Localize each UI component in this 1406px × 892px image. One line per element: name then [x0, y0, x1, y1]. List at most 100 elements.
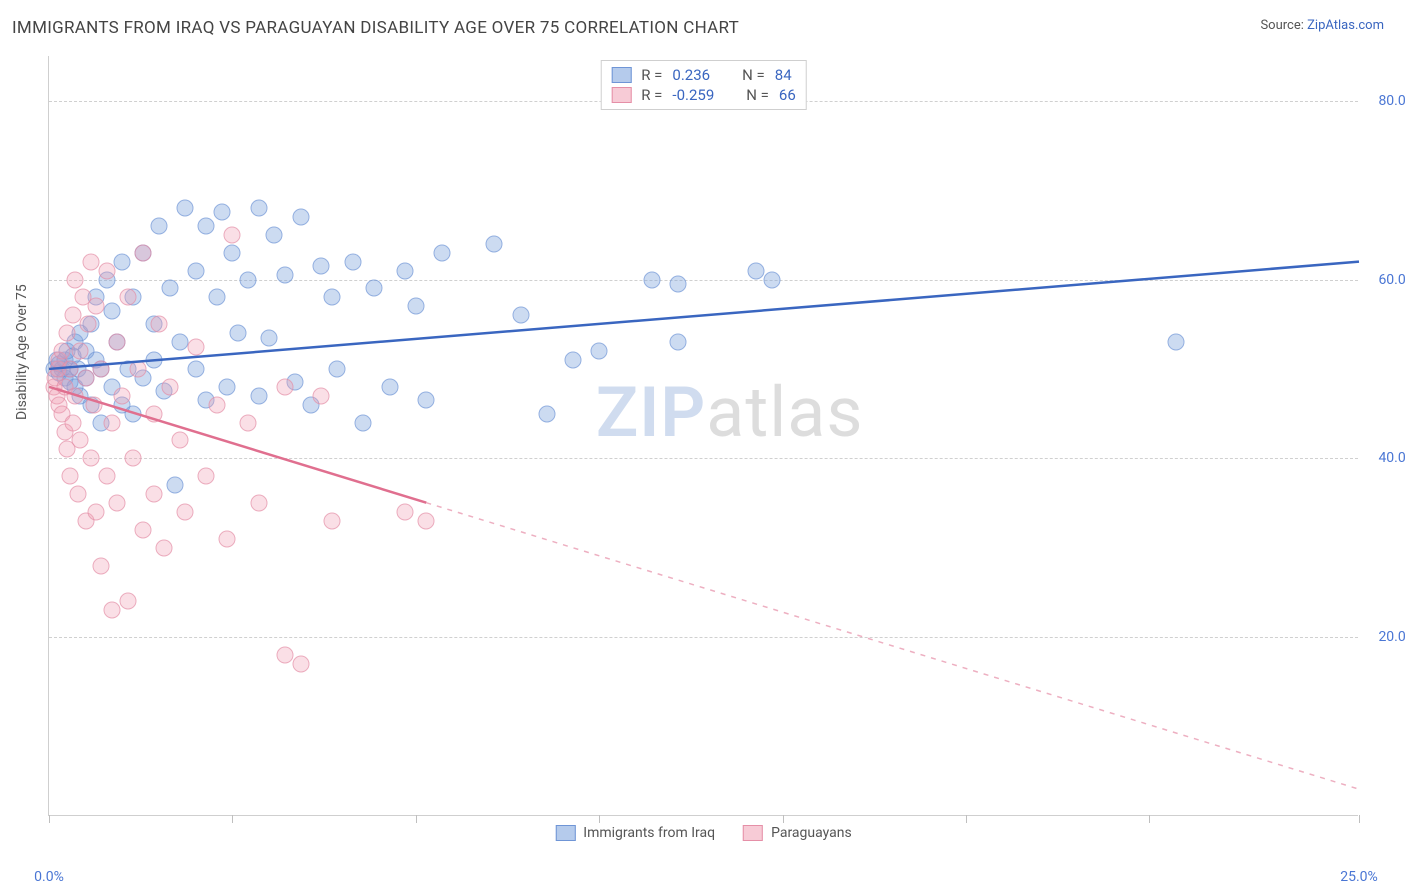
scatter-point-paraguay	[82, 450, 99, 467]
y-tick-label: 40.0%	[1378, 450, 1406, 466]
scatter-point-paraguay	[397, 504, 414, 521]
x-tick	[966, 815, 967, 823]
scatter-point-iraq	[486, 235, 503, 252]
scatter-point-paraguay	[103, 414, 120, 431]
x-tick	[599, 815, 600, 823]
swatch-pink-icon	[743, 825, 763, 841]
swatch-blue-icon	[555, 825, 575, 841]
swatch-pink-icon	[611, 87, 631, 103]
scatter-point-paraguay	[72, 432, 89, 449]
scatter-point-paraguay	[54, 343, 71, 360]
scatter-point-iraq	[397, 262, 414, 279]
scatter-point-iraq	[355, 414, 372, 431]
scatter-point-paraguay	[145, 486, 162, 503]
scatter-point-iraq	[407, 298, 424, 315]
scatter-point-paraguay	[292, 656, 309, 673]
scatter-point-paraguay	[93, 557, 110, 574]
scatter-point-paraguay	[88, 504, 105, 521]
scatter-point-iraq	[250, 387, 267, 404]
legend-item-paraguay: Paraguayans	[743, 825, 852, 841]
scatter-point-iraq	[365, 280, 382, 297]
scatter-point-iraq	[669, 276, 686, 293]
scatter-point-iraq	[198, 217, 215, 234]
scatter-point-iraq	[208, 289, 225, 306]
scatter-point-paraguay	[145, 405, 162, 422]
gridline	[49, 458, 1358, 459]
scatter-point-iraq	[329, 360, 346, 377]
scatter-point-paraguay	[72, 343, 89, 360]
scatter-point-iraq	[323, 289, 340, 306]
scatter-point-paraguay	[103, 602, 120, 619]
scatter-point-paraguay	[151, 316, 168, 333]
scatter-point-paraguay	[59, 325, 76, 342]
scatter-point-paraguay	[208, 396, 225, 413]
scatter-point-paraguay	[313, 387, 330, 404]
scatter-point-paraguay	[98, 468, 115, 485]
scatter-point-paraguay	[240, 414, 257, 431]
scatter-point-paraguay	[61, 468, 78, 485]
scatter-point-paraguay	[88, 298, 105, 315]
source-link[interactable]: ZipAtlas.com	[1307, 18, 1384, 33]
scatter-point-paraguay	[156, 539, 173, 556]
scatter-point-iraq	[538, 405, 555, 422]
scatter-point-paraguay	[67, 387, 84, 404]
scatter-point-iraq	[292, 208, 309, 225]
scatter-point-iraq	[114, 253, 131, 270]
scatter-point-paraguay	[323, 512, 340, 529]
scatter-point-iraq	[151, 217, 168, 234]
scatter-point-iraq	[748, 262, 765, 279]
y-tick-label: 20.0%	[1378, 629, 1406, 645]
scatter-point-paraguay	[135, 521, 152, 538]
correlation-legend: R = 0.236 N = 84 R = -0.259 N = 66	[600, 60, 807, 110]
scatter-point-paraguay	[109, 495, 126, 512]
swatch-blue-icon	[611, 67, 631, 83]
legend-row-paraguay: R = -0.259 N = 66	[611, 85, 796, 105]
scatter-point-paraguay	[177, 504, 194, 521]
chart-title: IMMIGRANTS FROM IRAQ VS PARAGUAYAN DISAB…	[12, 18, 739, 38]
scatter-point-iraq	[418, 392, 435, 409]
scatter-point-paraguay	[64, 307, 81, 324]
scatter-point-iraq	[512, 307, 529, 324]
scatter-point-paraguay	[85, 396, 102, 413]
x-tick-label: 0.0%	[34, 869, 64, 885]
scatter-point-paraguay	[77, 369, 94, 386]
scatter-point-paraguay	[130, 360, 147, 377]
scatter-point-paraguay	[224, 226, 241, 243]
scatter-point-iraq	[643, 271, 660, 288]
scatter-point-paraguay	[250, 495, 267, 512]
scatter-point-paraguay	[187, 338, 204, 355]
x-tick	[416, 815, 417, 823]
y-tick-label: 80.0%	[1378, 93, 1406, 109]
x-tick	[1149, 815, 1150, 823]
x-tick	[783, 815, 784, 823]
scatter-point-iraq	[250, 200, 267, 217]
scatter-point-iraq	[434, 244, 451, 261]
scatter-point-iraq	[219, 378, 236, 395]
scatter-point-paraguay	[114, 387, 131, 404]
scatter-point-iraq	[266, 226, 283, 243]
scatter-point-iraq	[669, 334, 686, 351]
scatter-point-iraq	[381, 378, 398, 395]
chart-plot-area: R = 0.236 N = 84 R = -0.259 N = 66 ZIPat…	[48, 56, 1358, 816]
scatter-point-iraq	[166, 477, 183, 494]
scatter-point-paraguay	[61, 360, 78, 377]
scatter-point-paraguay	[119, 289, 136, 306]
scatter-point-paraguay	[135, 244, 152, 261]
scatter-point-paraguay	[124, 450, 141, 467]
scatter-point-iraq	[313, 258, 330, 275]
scatter-point-paraguay	[64, 414, 81, 431]
scatter-point-iraq	[565, 352, 582, 369]
scatter-point-iraq	[187, 360, 204, 377]
legend-item-iraq: Immigrants from Iraq	[555, 825, 715, 841]
scatter-point-iraq	[187, 262, 204, 279]
scatter-point-iraq	[172, 334, 189, 351]
y-tick-label: 60.0%	[1378, 272, 1406, 288]
scatter-point-paraguay	[80, 316, 97, 333]
scatter-point-iraq	[213, 204, 230, 221]
scatter-point-iraq	[161, 280, 178, 297]
x-tick	[1359, 815, 1360, 823]
scatter-point-paraguay	[198, 468, 215, 485]
scatter-point-iraq	[276, 267, 293, 284]
scatter-point-iraq	[1167, 334, 1184, 351]
scatter-point-paraguay	[172, 432, 189, 449]
